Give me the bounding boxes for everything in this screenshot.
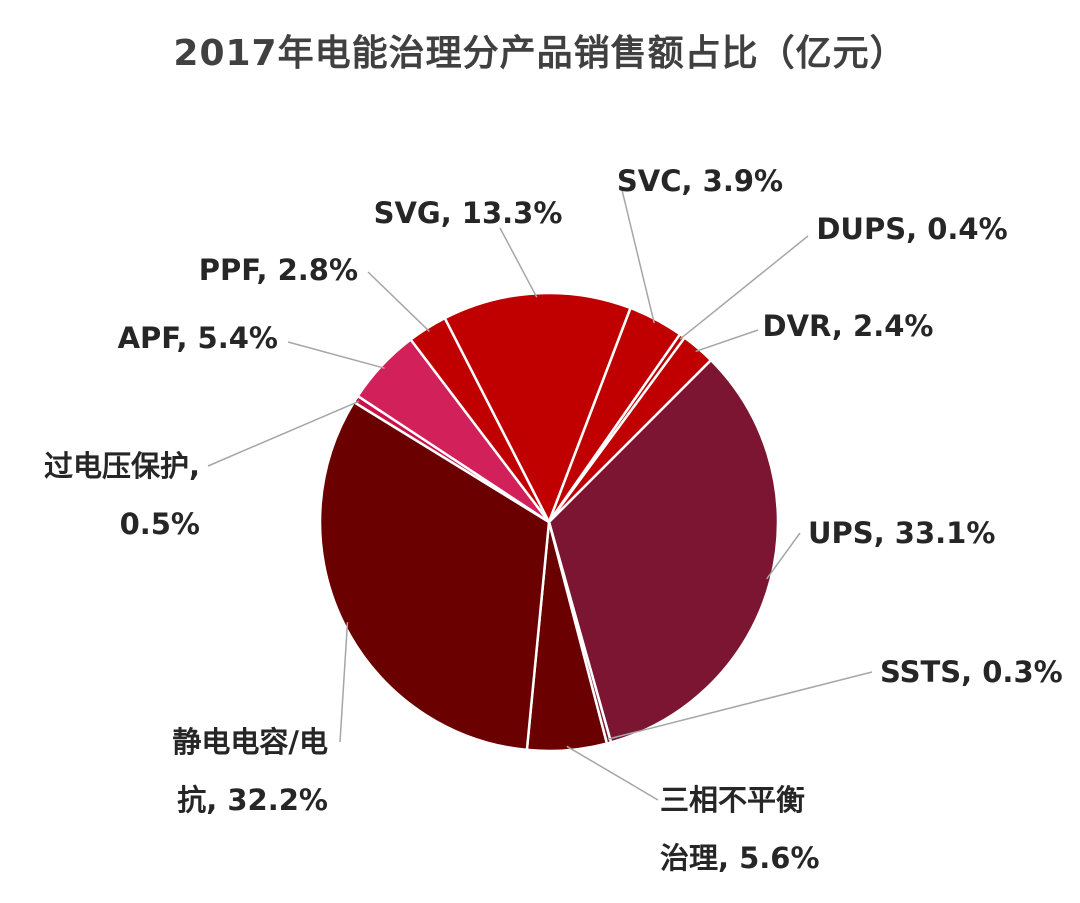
- data-label: 过电压保护, 0.5%: [44, 449, 200, 541]
- data-label-line: SVG, 13.3%: [374, 196, 563, 230]
- data-label-line: PPF, 2.8%: [199, 253, 358, 287]
- leader-line: [766, 532, 801, 580]
- data-label: 静电电容/电抗, 32.2%: [172, 725, 328, 817]
- data-label: SSTS, 0.3%: [880, 655, 1063, 689]
- leader-line: [367, 271, 430, 332]
- data-label-line: APF, 5.4%: [118, 321, 278, 355]
- data-label-line: 过电压保护,: [44, 449, 200, 483]
- pie-slices: [318, 291, 780, 753]
- data-label-line: 静电电容/电: [172, 725, 328, 759]
- leader-line: [207, 400, 360, 467]
- data-label: SVG, 13.3%: [374, 196, 563, 230]
- pie-slice: [547, 336, 713, 524]
- leader-line: [621, 189, 655, 324]
- data-label-line: 治理, 5.6%: [660, 841, 820, 875]
- leader-line: [287, 341, 385, 369]
- leader-line: [607, 671, 873, 740]
- leader-line: [566, 745, 659, 801]
- data-label: APF, 5.4%: [118, 321, 278, 355]
- pie-slice: [443, 291, 632, 524]
- leader-line: [339, 622, 349, 743]
- data-label: UPS, 33.1%: [808, 516, 995, 550]
- chart-title: 2017年电能治理分产品销售额占比（亿元）: [173, 33, 907, 74]
- data-label-line: DUPS, 0.4%: [816, 212, 1007, 246]
- pie-slice: [547, 358, 780, 744]
- data-label-line: 抗, 32.2%: [177, 783, 328, 817]
- data-label-line: DVR, 2.4%: [763, 309, 934, 343]
- leader-line: [679, 235, 809, 340]
- leader-line: [695, 329, 759, 353]
- data-label: SVC, 3.9%: [617, 164, 783, 198]
- data-label-line: 三相不平衡: [660, 783, 805, 817]
- pie-slice: [318, 400, 551, 752]
- data-label: DUPS, 0.4%: [816, 212, 1007, 246]
- data-label: 三相不平衡治理, 5.6%: [660, 783, 820, 875]
- data-label: PPF, 2.8%: [199, 253, 358, 287]
- leader-line: [499, 227, 538, 298]
- data-label: DVR, 2.4%: [763, 309, 934, 343]
- data-label-line: SSTS, 0.3%: [880, 655, 1063, 689]
- data-label-line: 0.5%: [120, 507, 200, 541]
- data-label-line: SVC, 3.9%: [617, 164, 783, 198]
- data-label-line: UPS, 33.1%: [808, 516, 995, 550]
